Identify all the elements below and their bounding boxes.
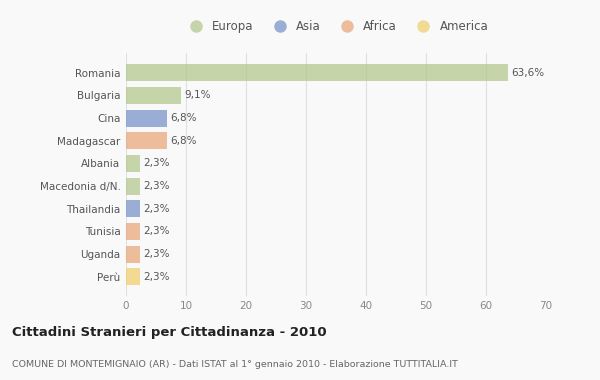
Bar [126, 223, 140, 240]
Text: Cittadini Stranieri per Cittadinanza - 2010: Cittadini Stranieri per Cittadinanza - 2… [12, 326, 326, 339]
Bar [126, 132, 167, 149]
Bar [126, 87, 181, 104]
Bar [126, 64, 508, 81]
Text: 9,1%: 9,1% [184, 90, 211, 100]
Text: 63,6%: 63,6% [511, 68, 544, 78]
Text: 6,8%: 6,8% [170, 136, 197, 146]
Bar [126, 109, 167, 127]
Text: 2,3%: 2,3% [143, 204, 170, 214]
Text: 2,3%: 2,3% [143, 272, 170, 282]
Bar [126, 245, 140, 263]
Text: 2,3%: 2,3% [143, 181, 170, 191]
Bar [126, 200, 140, 217]
Legend: Europa, Asia, Africa, America: Europa, Asia, Africa, America [179, 15, 493, 38]
Bar [126, 268, 140, 285]
Text: 2,3%: 2,3% [143, 158, 170, 168]
Text: 6,8%: 6,8% [170, 113, 197, 123]
Text: 2,3%: 2,3% [143, 249, 170, 259]
Bar [126, 177, 140, 195]
Bar [126, 155, 140, 172]
Text: 2,3%: 2,3% [143, 226, 170, 236]
Text: COMUNE DI MONTEMIGNAIO (AR) - Dati ISTAT al 1° gennaio 2010 - Elaborazione TUTTI: COMUNE DI MONTEMIGNAIO (AR) - Dati ISTAT… [12, 360, 458, 369]
